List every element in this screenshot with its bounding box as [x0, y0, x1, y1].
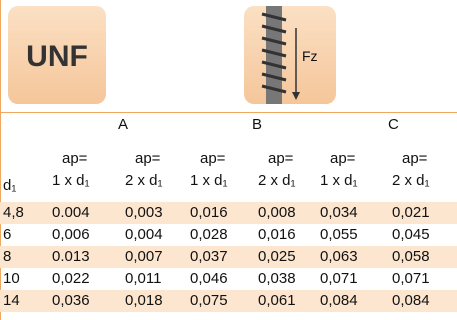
group-label: A [118, 116, 129, 133]
thread-drawing [261, 6, 300, 104]
cell-value: 0,061 [258, 292, 296, 309]
badge-title: UNF [26, 40, 88, 73]
cell-value: 0,011 [125, 270, 162, 287]
column-header: 2 x d₁ [258, 172, 296, 189]
cell-value: 0,008 [258, 204, 296, 221]
cell-value: 0,036 [52, 292, 90, 309]
cell-value: 0,021 [392, 204, 430, 221]
cell-value: 0,007 [125, 248, 163, 265]
row-shade [0, 202, 457, 224]
row-header: 10 [3, 270, 20, 287]
cell-value: 0,016 [190, 204, 228, 221]
cell-value: 0,037 [190, 248, 228, 265]
cell-value: 0.004 [52, 204, 90, 221]
column-header: 1 x d₁ [190, 172, 228, 189]
cell-value: 0,028 [190, 226, 228, 243]
cell-value: 0,071 [392, 270, 430, 287]
column-header: 2 x d₁ [392, 172, 430, 189]
cell-value: 0,016 [258, 226, 296, 243]
cell-value: 0.013 [52, 248, 90, 265]
row-header: 8 [3, 248, 12, 265]
column-header: ap= [402, 150, 428, 167]
row-header: 14 [3, 292, 20, 309]
left-border [0, 0, 1, 320]
cell-value: 0,038 [258, 270, 296, 287]
cell-value: 0,006 [52, 226, 90, 243]
column-header: ap= [330, 150, 356, 167]
row-shade [0, 246, 457, 268]
row-border [0, 112, 457, 113]
cell-value: 0,058 [392, 248, 430, 265]
column-header: ap= [135, 150, 161, 167]
column-header: 2 x d₁ [125, 172, 163, 189]
cell-value: 0,071 [320, 270, 358, 287]
cell-value: 0,022 [52, 270, 90, 287]
group-label: B [252, 116, 263, 133]
cell-value: 0,055 [320, 226, 358, 243]
force-label: Fz [302, 48, 318, 64]
row-label: d₁ [3, 177, 17, 194]
threads [261, 12, 287, 94]
cell-value: 0,003 [125, 204, 163, 221]
row-header: 6 [3, 226, 12, 243]
column-header: ap= [268, 150, 294, 167]
thread-icon: Fz [244, 6, 336, 104]
cell-value: 0,084 [392, 292, 430, 309]
cell-value: 0,045 [392, 226, 430, 243]
cell-value: 0,025 [258, 248, 296, 265]
arrow-head [292, 92, 300, 100]
cell-value: 0,034 [320, 204, 358, 221]
cell-value: 0,046 [190, 270, 228, 287]
cell-value: 0,084 [320, 292, 358, 309]
column-header: 1 x d₁ [320, 172, 358, 189]
row-header: 4,8 [3, 204, 24, 221]
cell-value: 0,063 [320, 248, 358, 265]
column-header: ap= [200, 150, 226, 167]
column-header: ap= [62, 150, 88, 167]
row-shade [0, 290, 457, 312]
unf-badge: UNF [8, 6, 106, 104]
cell-value: 0,018 [125, 292, 163, 309]
cell-value: 0,004 [125, 226, 163, 243]
group-label: C [388, 116, 399, 133]
column-header: 1 x d₁ [52, 172, 90, 189]
cell-value: 0,075 [190, 292, 228, 309]
